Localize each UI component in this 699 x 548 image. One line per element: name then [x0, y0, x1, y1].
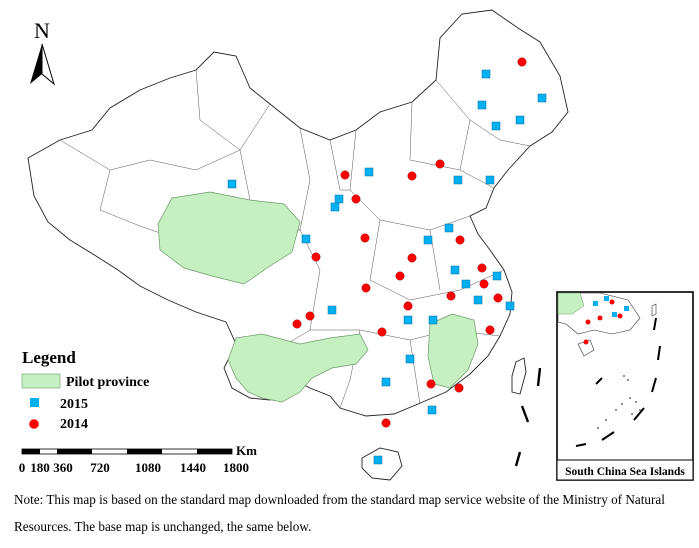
point-2015 [334, 194, 344, 204]
point-2015 [327, 305, 337, 315]
legend-label-2014: 2014 [60, 417, 88, 432]
inset-map [556, 291, 694, 481]
point-2014 [407, 253, 417, 263]
scale-tick-180: 180 [30, 460, 50, 475]
scale-unit: Km [236, 443, 257, 458]
point-2015 [444, 223, 454, 233]
point-2015 [492, 271, 502, 281]
point-2014 [407, 171, 417, 181]
scale-bar [21, 448, 233, 455]
legend-swatch-2014 [29, 419, 39, 429]
point-2015 [461, 279, 471, 289]
map-note: Note: This map is based on the standard … [14, 492, 665, 534]
point-2015 [330, 202, 340, 212]
pilot-province-jiangxi [427, 313, 479, 389]
point-2015 [473, 295, 483, 305]
points-2014 [292, 57, 527, 428]
legend-label-pilot: Pilot province [66, 375, 149, 390]
point-2015 [364, 167, 374, 177]
taiwan-island [511, 357, 527, 395]
nine-dash-line [514, 367, 542, 467]
point-2014 [360, 233, 370, 243]
point-2015 [423, 235, 433, 245]
scale-tick-720: 720 [90, 460, 110, 475]
legend-swatch-2015 [30, 398, 39, 407]
pilot-provinces [157, 191, 479, 403]
scale-tick-360: 360 [53, 460, 73, 475]
point-2014 [361, 283, 371, 293]
point-2014 [479, 279, 489, 289]
point-2014 [403, 301, 413, 311]
point-2014 [340, 170, 350, 180]
point-2014 [454, 383, 464, 393]
scale-tick-1800: 1800 [223, 460, 249, 475]
point-2015 [450, 265, 460, 275]
point-2014 [381, 418, 391, 428]
point-2014 [351, 194, 361, 204]
point-2014 [455, 235, 465, 245]
north-label: N [34, 18, 50, 43]
point-2014 [426, 379, 436, 389]
north-arrow-icon [30, 43, 55, 86]
point-2014 [477, 263, 487, 273]
point-2015 [505, 301, 515, 311]
scale-tick-1080: 1080 [135, 460, 161, 475]
point-2014 [435, 159, 445, 169]
point-2014 [311, 252, 321, 262]
point-2015 [537, 93, 547, 103]
scale-tick-1440: 1440 [180, 460, 206, 475]
point-2014 [292, 319, 302, 329]
point-2014 [485, 325, 495, 335]
pilot-province-yunnan-guizhou [227, 333, 369, 403]
legend-title: Legend [22, 348, 76, 367]
point-2015 [428, 315, 438, 325]
point-2014 [395, 271, 405, 281]
point-2014 [305, 311, 315, 321]
point-2014 [446, 291, 456, 301]
point-2015 [373, 455, 383, 465]
point-2015 [301, 234, 311, 244]
pilot-province-qinghai [157, 191, 301, 285]
point-2015 [485, 175, 495, 185]
point-2015 [515, 115, 525, 125]
inset-title: South China Sea Islands [565, 466, 685, 478]
legend-swatch-pilot [21, 373, 61, 389]
point-2015 [227, 179, 237, 189]
point-2015 [491, 121, 501, 131]
point-2014 [517, 57, 527, 67]
scale-tick-0: 0 [19, 460, 26, 475]
point-2015 [427, 405, 437, 415]
point-2015 [405, 354, 415, 364]
point-2015 [381, 377, 391, 387]
point-2015 [403, 315, 413, 325]
point-2014 [377, 327, 387, 337]
point-2015 [481, 69, 491, 79]
point-2015 [453, 175, 463, 185]
legend-label-2015: 2015 [60, 397, 88, 412]
point-2015 [477, 100, 487, 110]
point-2014 [493, 293, 503, 303]
points-2015 [227, 69, 547, 465]
